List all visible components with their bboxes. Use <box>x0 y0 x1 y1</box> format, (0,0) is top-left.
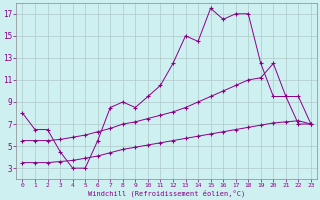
X-axis label: Windchill (Refroidissement éolien,°C): Windchill (Refroidissement éolien,°C) <box>88 190 245 197</box>
